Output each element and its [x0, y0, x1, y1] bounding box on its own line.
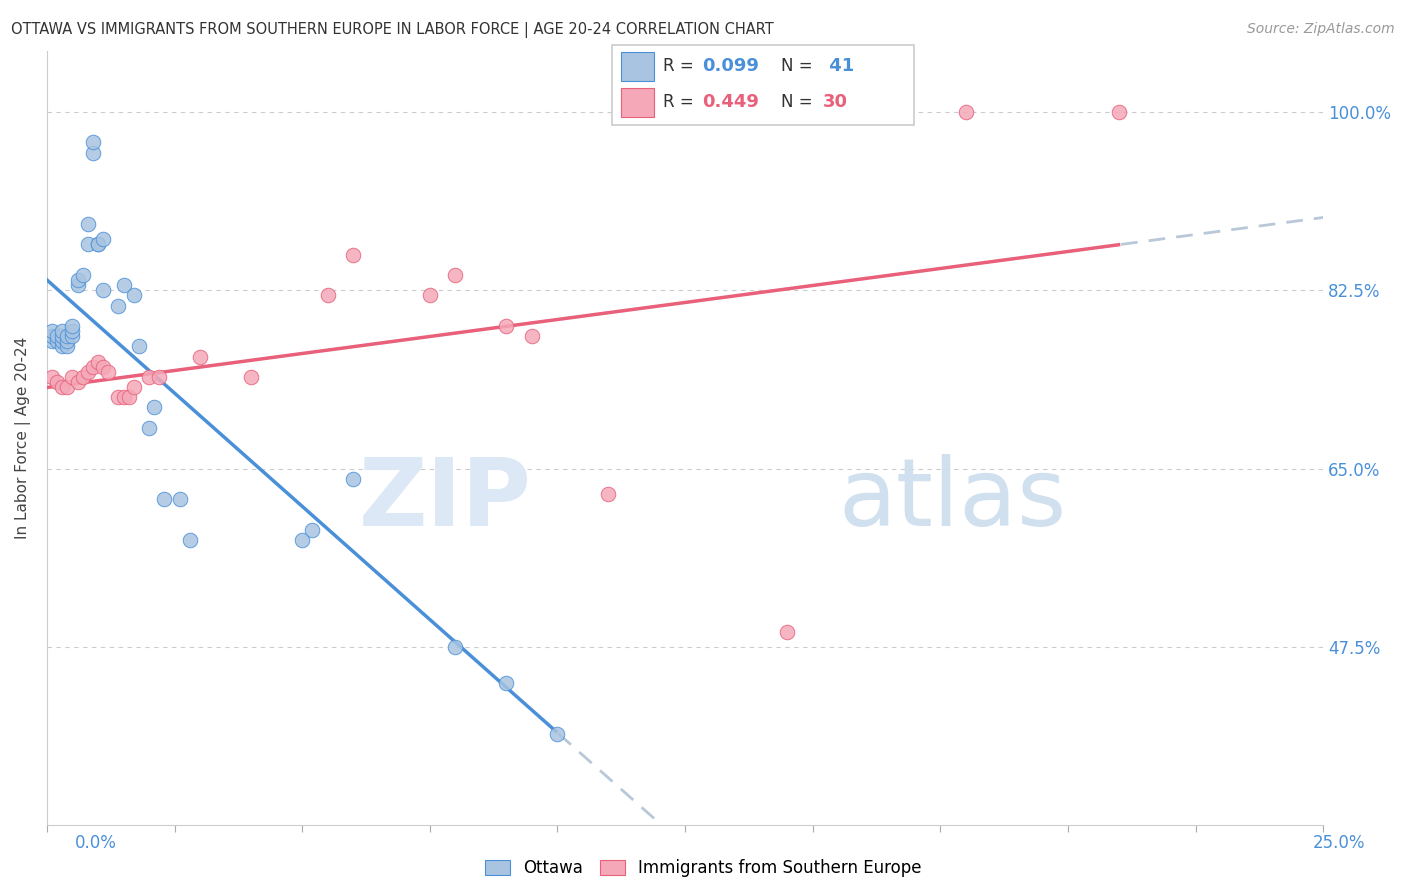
Point	[51, 334, 73, 349]
Text: Source: ZipAtlas.com: Source: ZipAtlas.com	[1247, 22, 1395, 37]
Point	[82, 136, 104, 150]
Point	[316, 288, 339, 302]
Point	[495, 318, 517, 333]
Point	[419, 288, 441, 302]
Text: 0.0%: 0.0%	[75, 834, 117, 852]
Text: N =: N =	[780, 94, 813, 112]
Text: 25.0%: 25.0%	[1312, 834, 1365, 852]
Text: R =: R =	[664, 57, 699, 75]
Point	[122, 288, 145, 302]
Point	[41, 324, 63, 338]
Point	[153, 492, 176, 507]
Point	[76, 217, 98, 231]
Point	[51, 329, 73, 343]
Point	[56, 329, 79, 343]
Point	[301, 523, 323, 537]
Point	[598, 487, 620, 501]
Point	[128, 339, 150, 353]
Point	[66, 278, 89, 293]
Text: R =: R =	[664, 94, 699, 112]
Point	[546, 727, 568, 741]
Text: 0.449: 0.449	[703, 94, 759, 112]
Point	[51, 324, 73, 338]
Point	[46, 375, 69, 389]
Point	[87, 237, 110, 252]
Point	[148, 370, 170, 384]
Text: OTTAWA VS IMMIGRANTS FROM SOUTHERN EUROPE IN LABOR FORCE | AGE 20-24 CORRELATION: OTTAWA VS IMMIGRANTS FROM SOUTHERN EUROP…	[11, 22, 773, 38]
Point	[117, 390, 139, 404]
Point	[444, 268, 467, 282]
Point	[56, 339, 79, 353]
Point	[107, 390, 129, 404]
Point	[62, 324, 84, 338]
Point	[87, 237, 110, 252]
Point	[76, 365, 98, 379]
Point	[240, 370, 263, 384]
Point	[91, 283, 114, 297]
Point	[72, 370, 94, 384]
Point	[138, 370, 160, 384]
Point	[72, 268, 94, 282]
Point	[56, 380, 79, 394]
Text: ZIP: ZIP	[359, 454, 531, 546]
Point	[41, 334, 63, 349]
Point	[91, 359, 114, 374]
Point	[56, 334, 79, 349]
Point	[444, 640, 467, 654]
Point	[955, 104, 977, 119]
Point	[112, 278, 135, 293]
Point	[51, 339, 73, 353]
Point	[1108, 104, 1130, 119]
Point	[143, 401, 166, 415]
Point	[342, 247, 364, 261]
Point	[495, 675, 517, 690]
Point	[342, 472, 364, 486]
Point	[82, 145, 104, 160]
Point	[66, 273, 89, 287]
Text: 30: 30	[824, 94, 848, 112]
Y-axis label: In Labor Force | Age 20-24: In Labor Force | Age 20-24	[15, 337, 31, 539]
Point	[112, 390, 135, 404]
Point	[51, 380, 73, 394]
Point	[82, 359, 104, 374]
Point	[87, 354, 110, 368]
Point	[41, 370, 63, 384]
Text: 0.099: 0.099	[703, 57, 759, 75]
FancyBboxPatch shape	[620, 52, 654, 81]
Text: 41: 41	[824, 57, 855, 75]
Point	[520, 329, 543, 343]
Point	[776, 624, 799, 639]
Legend: Ottawa, Immigrants from Southern Europe: Ottawa, Immigrants from Southern Europe	[478, 853, 928, 884]
Point	[138, 421, 160, 435]
Point	[46, 334, 69, 349]
Point	[41, 329, 63, 343]
Point	[76, 237, 98, 252]
Text: N =: N =	[780, 57, 813, 75]
Text: atlas: atlas	[838, 454, 1066, 546]
Point	[62, 329, 84, 343]
Point	[188, 350, 211, 364]
Point	[91, 232, 114, 246]
Point	[62, 318, 84, 333]
Point	[66, 375, 89, 389]
Point	[169, 492, 191, 507]
Point	[107, 299, 129, 313]
Point	[46, 329, 69, 343]
Point	[97, 365, 120, 379]
Point	[291, 533, 314, 547]
FancyBboxPatch shape	[612, 45, 914, 125]
FancyBboxPatch shape	[620, 88, 654, 117]
Point	[179, 533, 201, 547]
Point	[122, 380, 145, 394]
Point	[62, 370, 84, 384]
